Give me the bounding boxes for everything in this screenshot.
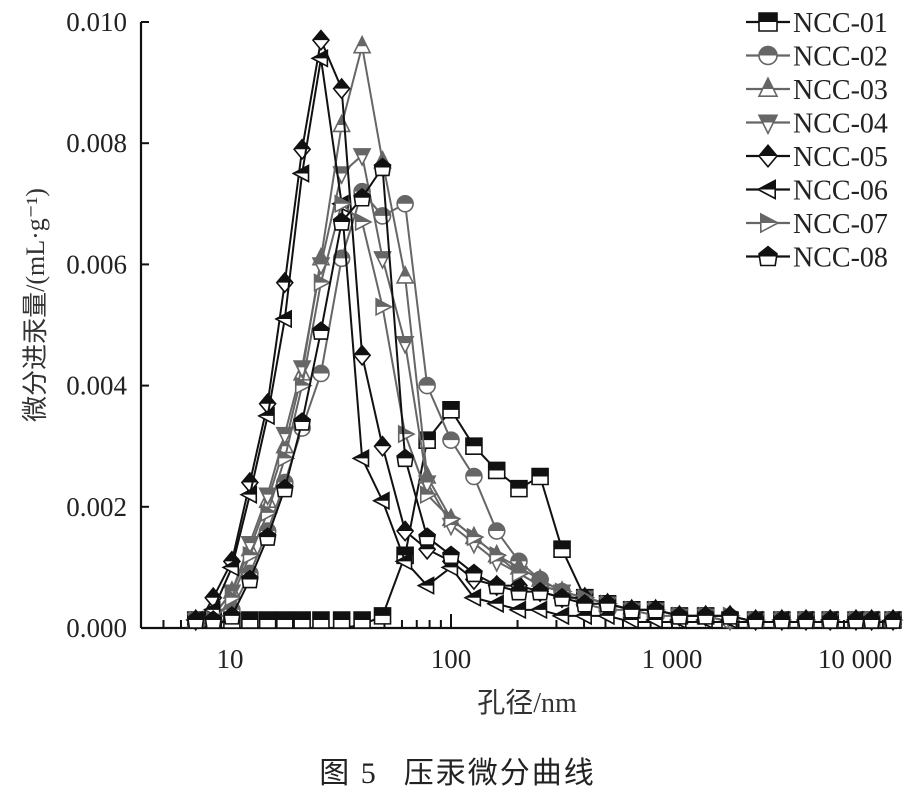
legend-label: NCC-02	[793, 42, 888, 73]
legend-item: NCC-01	[746, 8, 888, 39]
y-tick-label: 0.002	[66, 492, 127, 522]
legend: NCC-01NCC-02NCC-03NCC-04NCC-05NCC-06NCC-…	[746, 8, 888, 274]
legend-label: NCC-03	[793, 75, 888, 106]
y-tick-label: 0.008	[66, 128, 127, 158]
x-tick-label: 10	[217, 644, 244, 674]
legend-label: NCC-05	[793, 142, 888, 173]
x-tick-label: 10 000	[818, 644, 892, 674]
y-tick-label: 0.010	[66, 7, 127, 37]
x-tick-label: 100	[431, 644, 472, 674]
legend-item: NCC-06	[746, 176, 888, 207]
legend-label: NCC-01	[793, 8, 888, 39]
legend-item: NCC-05	[746, 142, 888, 173]
x-axis-label: 孔径/nm	[477, 687, 577, 719]
legend-item: NCC-07	[746, 209, 888, 240]
legend-item: NCC-08	[746, 243, 888, 274]
caption-number: 图 5	[319, 757, 378, 790]
legend-label: NCC-08	[793, 243, 888, 274]
y-tick-label: 0.006	[66, 249, 127, 279]
series-ncc-06	[185, 49, 901, 630]
legend-item: NCC-03	[746, 75, 888, 106]
legend-item: NCC-04	[746, 109, 888, 140]
figure-caption: 图 5 压汞微分曲线	[0, 748, 915, 792]
series-ncc-08	[186, 157, 902, 629]
y-axis-label: 微分进汞量/(mL·g⁻¹)	[21, 188, 50, 422]
x-tick-label: 1 000	[642, 644, 703, 674]
legend-label: NCC-04	[793, 109, 888, 140]
legend-label: NCC-06	[793, 176, 888, 207]
axes: 0.000 0.002 0.004 0.006 0.008 0.010 10 100 1 000…	[66, 7, 897, 674]
legend-item: NCC-02	[746, 42, 888, 73]
y-tick-label: 0.004	[66, 371, 127, 401]
caption-title: 压汞微分曲线	[403, 757, 596, 790]
chart-canvas: 0.000 0.002 0.004 0.006 0.008 0.010 10 100 1 000…	[21, 7, 904, 719]
y-tick-label: 0.000	[66, 613, 127, 643]
legend-label: NCC-07	[793, 209, 888, 240]
plot-area	[185, 29, 904, 632]
